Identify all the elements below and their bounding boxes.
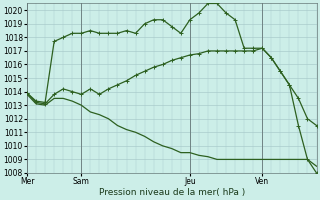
X-axis label: Pression niveau de la mer( hPa ): Pression niveau de la mer( hPa ) [99, 188, 245, 197]
